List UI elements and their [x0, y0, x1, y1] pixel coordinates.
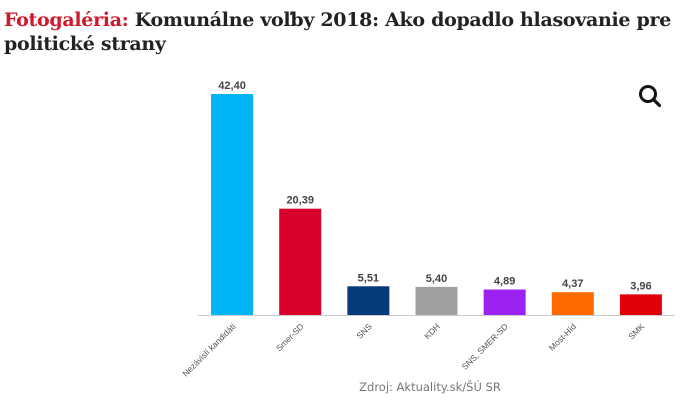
- x-tick-label: KDH: [422, 321, 442, 341]
- chart-source: Zdroj: Aktuality.sk/ŠÚ SR: [359, 380, 501, 394]
- bar-chart: 42,40 Nezávislí kandidáti 20,39 Smer-SD 5,51…: [0, 70, 700, 404]
- magnifier-icon: [639, 85, 662, 108]
- bar[interactable]: [211, 94, 254, 315]
- x-tick-label: Nezávislí kandidáti: [180, 321, 237, 378]
- x-tick-label: Smer-SD: [274, 321, 306, 353]
- article-title: Komunálne voľby 2018: Ako dopadlo hlasov…: [4, 9, 672, 55]
- bar[interactable]: [551, 292, 594, 315]
- x-tick-label: SNS, SMER-SD: [460, 321, 510, 371]
- data-label: 5,40: [426, 273, 447, 285]
- chart-canvas: 42,40 Nezávislí kandidáti 20,39 Smer-SD 5,51…: [180, 80, 675, 379]
- data-label: 42,40: [218, 80, 246, 92]
- bar[interactable]: [483, 289, 526, 315]
- data-label: 4,89: [494, 276, 515, 288]
- bar[interactable]: [347, 286, 390, 315]
- data-label: 20,39: [286, 195, 314, 207]
- bar[interactable]: [619, 294, 662, 315]
- page-title: Fotogaléria: Komunálne voľby 2018: Ako d…: [4, 8, 684, 56]
- data-label: 4,37: [562, 278, 583, 290]
- x-tick-label: SMK: [626, 321, 646, 341]
- x-tick-label: SNS: [354, 321, 374, 341]
- bar[interactable]: [279, 208, 322, 315]
- gallery-kicker[interactable]: Fotogaléria:: [4, 9, 129, 31]
- zoom-button[interactable]: [636, 82, 664, 110]
- bar[interactable]: [415, 286, 458, 315]
- x-tick-label: Most-Híd: [547, 321, 579, 353]
- data-label: 3,96: [630, 280, 651, 292]
- data-label: 5,51: [358, 272, 379, 284]
